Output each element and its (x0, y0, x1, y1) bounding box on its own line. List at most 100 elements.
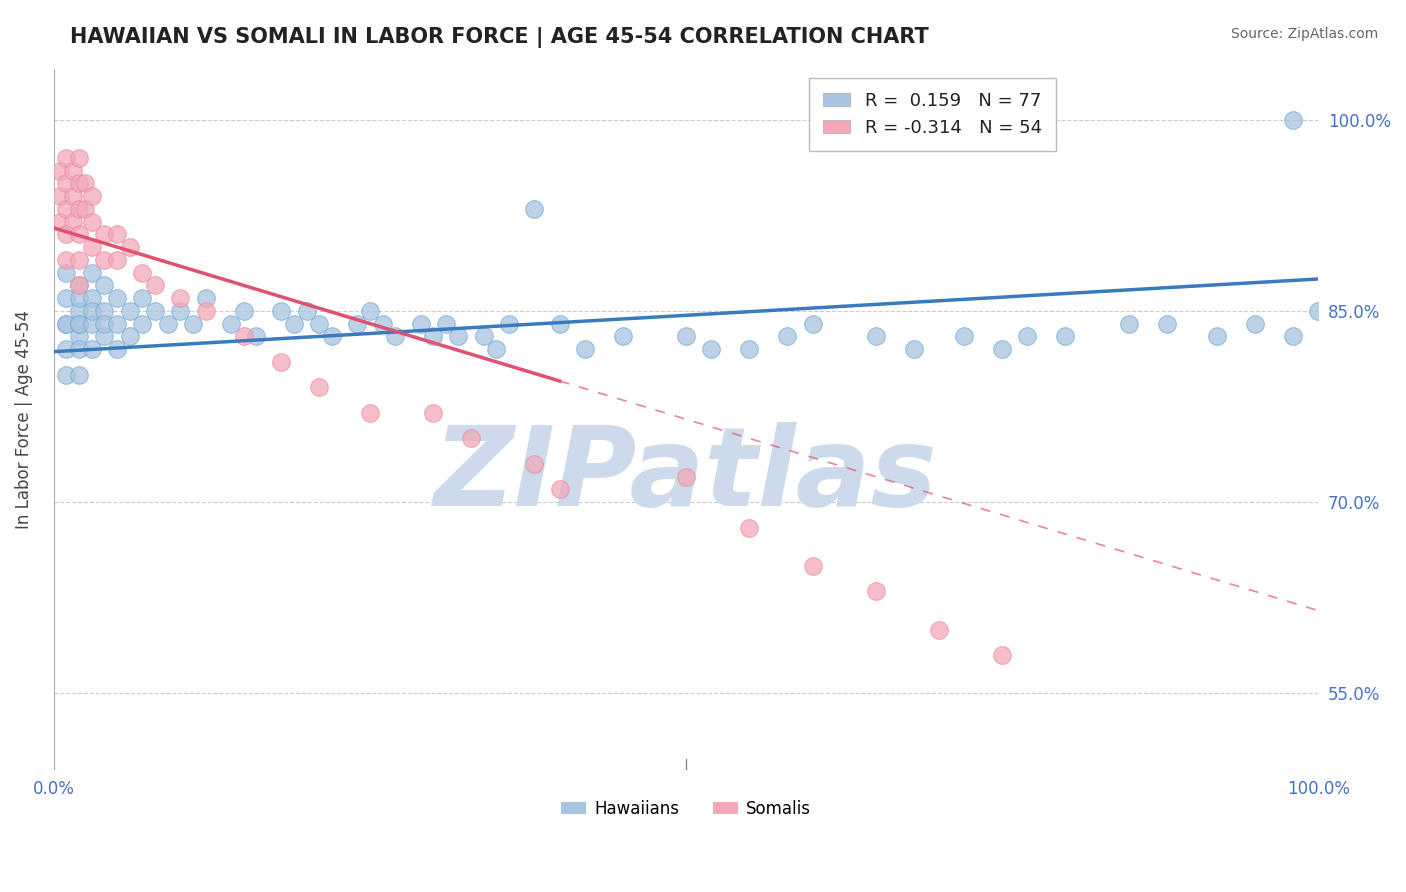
Point (67, 291, 90, 305)
Point (80, 240, 103, 254)
Point (422, 406, 444, 420)
Point (55, 266, 77, 280)
Point (62, 163, 84, 178)
Point (131, 317, 153, 331)
Point (55, 291, 77, 305)
Point (409, 317, 432, 331)
Point (270, 303, 292, 318)
Point (321, 329, 343, 343)
Point (118, 329, 141, 343)
Point (55, 202, 77, 216)
Point (62, 214, 84, 228)
Text: Source: ZipAtlas.com: Source: ZipAtlas.com (1230, 27, 1378, 41)
Point (359, 303, 381, 318)
Point (903, 342, 925, 356)
Point (80, 291, 103, 305)
Point (194, 291, 217, 305)
Point (776, 329, 799, 343)
Point (232, 303, 254, 318)
Point (67, 278, 90, 293)
Point (49, 189, 72, 203)
Point (55, 151, 77, 165)
Point (270, 355, 292, 369)
Point (55, 342, 77, 356)
Point (143, 278, 166, 293)
Point (865, 584, 887, 599)
Point (80, 266, 103, 280)
Point (738, 521, 761, 535)
Point (55, 227, 77, 242)
Point (700, 342, 723, 356)
Point (105, 317, 128, 331)
Legend: Hawaiians, Somalis: Hawaiians, Somalis (554, 794, 818, 825)
Point (346, 317, 368, 331)
Point (105, 291, 128, 305)
Point (118, 303, 141, 318)
Point (80, 189, 103, 203)
Point (472, 329, 495, 343)
Point (371, 317, 394, 331)
Point (523, 202, 546, 216)
Point (359, 406, 381, 420)
Point (574, 342, 596, 356)
Point (93, 278, 115, 293)
Point (548, 483, 571, 497)
Point (1156, 317, 1178, 331)
Point (498, 317, 520, 331)
Point (93, 252, 115, 267)
Point (460, 431, 482, 445)
Point (194, 303, 217, 318)
Point (801, 558, 824, 573)
Text: ZIPatlas: ZIPatlas (434, 422, 938, 529)
Point (67, 342, 90, 356)
Point (675, 329, 697, 343)
Point (75, 202, 97, 216)
Point (434, 317, 457, 331)
Point (181, 317, 204, 331)
Point (105, 252, 128, 267)
Point (67, 252, 90, 267)
Point (67, 317, 90, 331)
Point (67, 368, 90, 382)
Point (55, 252, 77, 267)
Point (523, 457, 546, 471)
Point (67, 303, 90, 318)
Point (67, 329, 90, 343)
Point (67, 317, 90, 331)
Point (67, 227, 90, 242)
Point (928, 623, 950, 637)
Point (308, 317, 330, 331)
Point (49, 163, 72, 178)
Point (93, 227, 115, 242)
Point (80, 317, 103, 331)
Point (295, 303, 318, 318)
Point (308, 380, 330, 394)
Point (384, 329, 406, 343)
Point (422, 329, 444, 343)
Point (801, 317, 824, 331)
Point (156, 317, 179, 331)
Point (93, 317, 115, 331)
Point (865, 329, 887, 343)
Point (953, 329, 976, 343)
Point (1118, 317, 1140, 331)
Point (1282, 329, 1305, 343)
Point (219, 317, 242, 331)
Point (283, 317, 305, 331)
Point (55, 177, 77, 191)
Point (67, 202, 90, 216)
Point (1308, 303, 1330, 318)
Point (131, 291, 153, 305)
Point (118, 240, 141, 254)
Point (93, 329, 115, 343)
Text: HAWAIIAN VS SOMALI IN LABOR FORCE | AGE 45-54 CORRELATION CHART: HAWAIIAN VS SOMALI IN LABOR FORCE | AGE … (70, 27, 929, 48)
Point (143, 303, 166, 318)
Point (80, 214, 103, 228)
Point (169, 303, 191, 318)
Point (93, 303, 115, 318)
Point (67, 151, 90, 165)
Point (80, 303, 103, 318)
Point (80, 342, 103, 356)
Point (1244, 317, 1267, 331)
Y-axis label: In Labor Force | Age 45-54: In Labor Force | Age 45-54 (15, 310, 32, 529)
